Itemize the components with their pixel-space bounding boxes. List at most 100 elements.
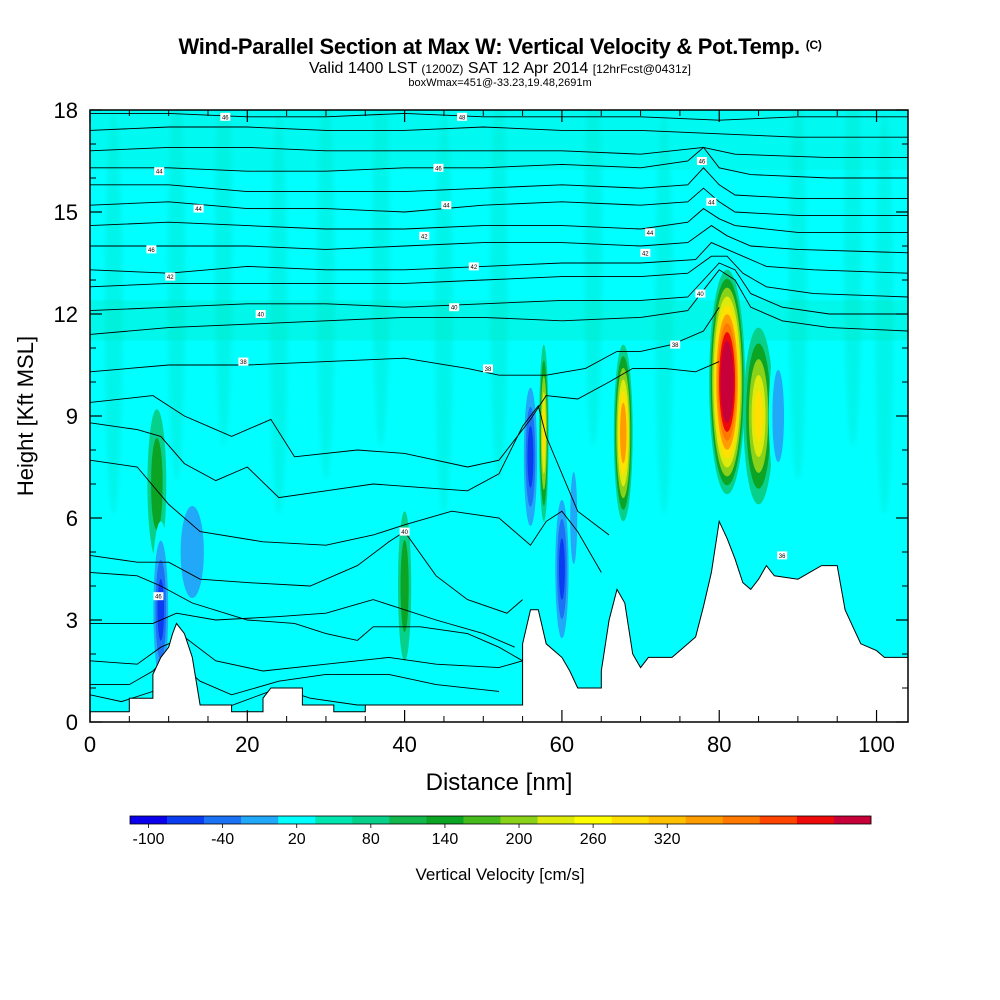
contour-label-text: 44: [647, 231, 654, 237]
y-axis-label: Height [Kft MSL]: [13, 336, 38, 496]
contour-label-text: 44: [443, 204, 450, 210]
contour-label-text: 42: [167, 275, 174, 281]
isentrope-line: [90, 126, 908, 138]
velocity-core: [400, 539, 409, 633]
isentrope-line: [90, 571, 523, 662]
colorbar-tick-label: 320: [654, 831, 681, 848]
background-streak: [104, 114, 123, 514]
contour-label-bg: [645, 228, 656, 237]
contour-label-bg: [153, 592, 164, 601]
contour-label-bg: [468, 262, 479, 271]
contour-label: 44: [154, 167, 165, 176]
isentrope-line: [90, 636, 523, 672]
colorbar-tick-label: -100: [133, 831, 165, 848]
isentrope-line: [90, 242, 908, 274]
colorbar-tick-label: 140: [432, 831, 459, 848]
contour-label-bg: [457, 112, 468, 121]
y-tick-label: 18: [54, 98, 78, 123]
isentrope-line: [90, 530, 523, 614]
colorbar-swatch: [611, 816, 649, 824]
contour-label-text: 44: [195, 207, 202, 213]
colorbar-swatch: [500, 816, 538, 824]
colorbar-swatch: [352, 816, 390, 824]
contour-label-text: 46: [222, 115, 229, 121]
contour-label-bg: [146, 245, 157, 254]
contour-label: 42: [640, 248, 651, 257]
contour-label: 38: [670, 340, 681, 349]
velocity-core: [151, 437, 163, 531]
isentrope-line: [90, 208, 908, 233]
colorbar-swatch: [315, 816, 353, 824]
contour-label-bg: [640, 248, 651, 257]
mid-band: [90, 300, 908, 341]
x-axis-label: Distance [nm]: [426, 769, 573, 796]
x-tick-label: 100: [858, 732, 895, 757]
contour-label-text: 42: [421, 234, 428, 240]
velocity-core: [772, 369, 785, 463]
contour-label-text: 38: [485, 367, 492, 373]
valid-utc: (1200Z): [421, 62, 464, 76]
contour-label-bg: [670, 340, 681, 349]
contour-label-bg: [777, 551, 788, 560]
colorbar-swatch: [833, 816, 872, 824]
y-tick-label: 9: [66, 404, 78, 429]
forecast-info: [12hrFcst@0431z]: [592, 62, 691, 76]
isentrope-line: [90, 255, 908, 298]
colorbar-swatch: [463, 816, 501, 824]
contour-label: 40: [255, 310, 266, 319]
velocity-core: [527, 426, 534, 488]
contour-label-bg: [220, 112, 231, 121]
contour-label-text: 38: [240, 360, 247, 366]
velocity-core: [558, 538, 565, 600]
background-streak: [214, 110, 233, 446]
colorbar-swatch: [130, 816, 168, 824]
contour-label: 46: [153, 592, 164, 601]
colorbar-swatch: [537, 816, 575, 824]
contour-label-bg: [193, 204, 204, 213]
contour-label-bg: [433, 163, 444, 172]
isentrope-line: [90, 653, 500, 696]
background-streak: [584, 110, 603, 446]
title-text: Wind-Parallel Section at Max W: Vertical…: [178, 34, 800, 59]
isentrope-line: [90, 167, 908, 199]
contour-label-bg: [449, 303, 460, 312]
isentrope-line: [90, 361, 720, 468]
contour-label: 48: [457, 112, 468, 121]
isentrope-line: [90, 146, 908, 159]
contour-label-bg: [419, 231, 430, 240]
y-tick-label: 3: [66, 608, 78, 633]
colorbar-swatch: [241, 816, 279, 824]
contour-label: 40: [695, 289, 706, 298]
contour-label-text: 44: [708, 200, 715, 206]
colorbar-swatch: [796, 816, 835, 824]
colorbar-tick-label: 200: [506, 831, 533, 848]
velocity-core: [180, 505, 204, 599]
velocity-core: [542, 407, 546, 459]
x-tick-label: 0: [84, 732, 96, 757]
y-tick-label: 6: [66, 506, 78, 531]
colorbar-swatch: [574, 816, 612, 824]
contour-label: 46: [433, 163, 444, 172]
contour-label-text: 46: [148, 248, 155, 254]
background-streak: [434, 114, 453, 514]
contour-label-bg: [706, 197, 717, 206]
contour-label: 44: [441, 201, 452, 210]
contour-label-text: 42: [642, 251, 649, 257]
colorbar-swatch: [722, 816, 761, 824]
upper-band: [90, 110, 908, 170]
colorbar-tick-label: 20: [288, 831, 306, 848]
colorbar-swatch: [278, 816, 316, 824]
colorbar-swatch: [204, 816, 242, 824]
contour-label: 46: [696, 157, 707, 166]
colorbar-frame: [129, 815, 872, 825]
contour-label-text: 48: [459, 115, 466, 121]
colorbar-swatch: [426, 816, 464, 824]
y-tick-label: 12: [54, 302, 78, 327]
contour-label-bg: [238, 357, 249, 366]
isentrope-line: [90, 146, 908, 179]
background-streak: [316, 110, 335, 480]
terrain-profile: [90, 519, 908, 722]
contour-label: 40: [449, 303, 460, 312]
isentrope-line: [90, 269, 908, 335]
velocity-core: [157, 579, 165, 641]
